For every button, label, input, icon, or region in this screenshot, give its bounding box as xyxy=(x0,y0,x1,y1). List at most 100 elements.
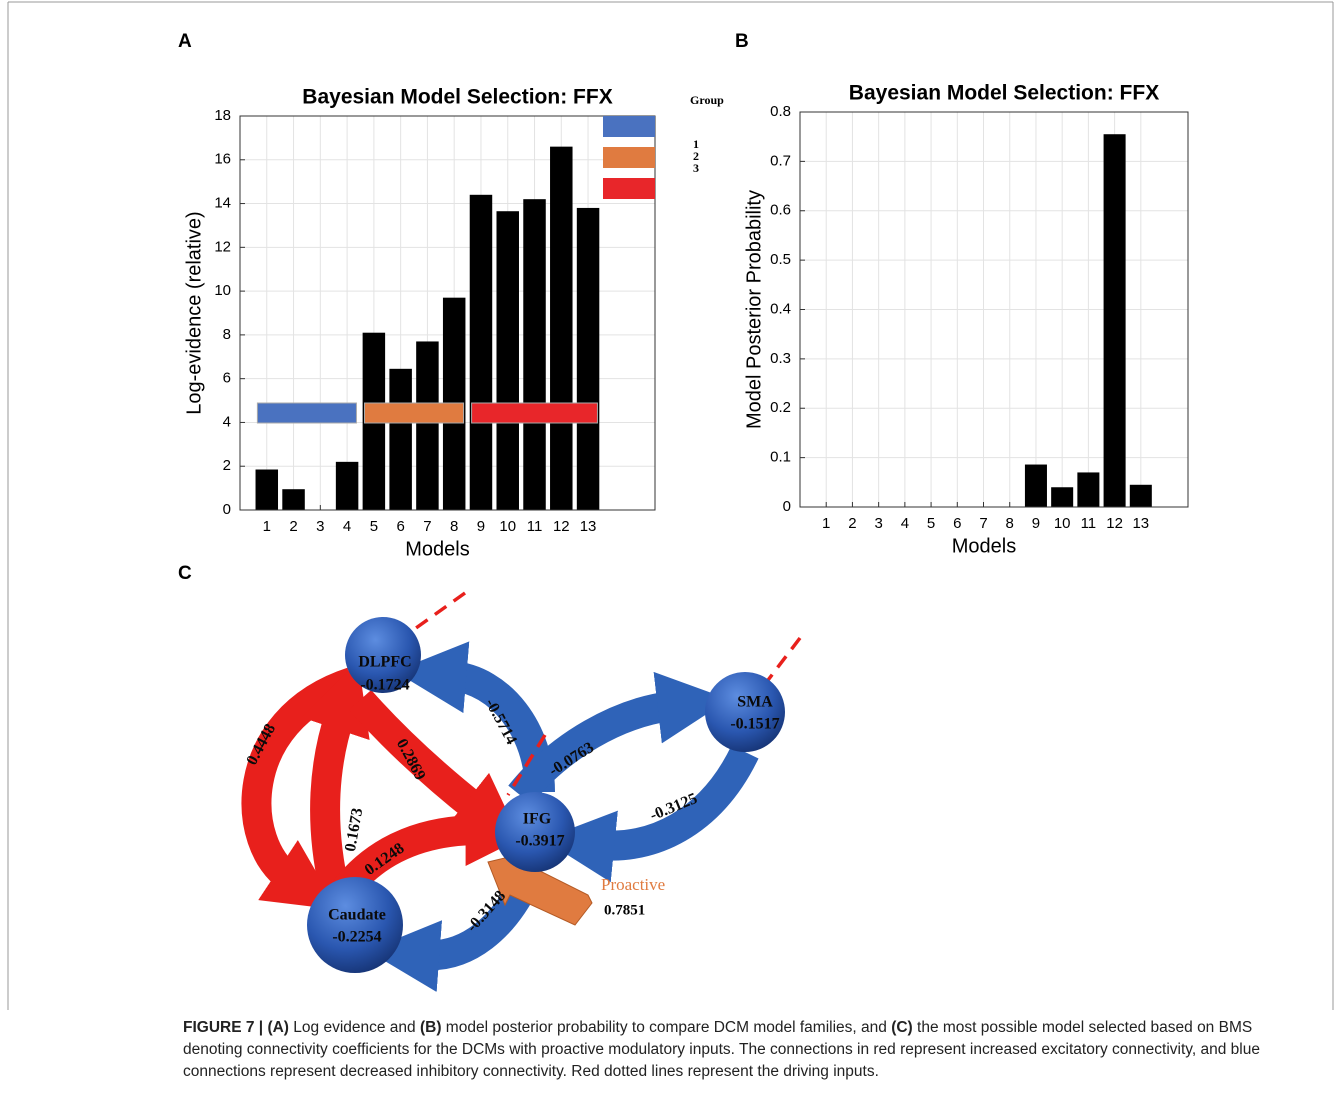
y-axis-label: Log-evidence (relative) xyxy=(183,211,205,414)
y-tick-label: 14 xyxy=(214,195,231,212)
group-span xyxy=(472,403,598,423)
bar xyxy=(1051,487,1073,507)
x-tick-label: 7 xyxy=(979,515,987,532)
y-tick-label: 0 xyxy=(223,501,231,518)
bar xyxy=(256,470,278,510)
x-tick-label: 12 xyxy=(553,518,570,535)
node xyxy=(307,877,403,973)
x-tick-label: 6 xyxy=(396,518,404,535)
x-tick-label: 8 xyxy=(1006,515,1014,532)
bar xyxy=(496,211,518,510)
x-tick-label: 4 xyxy=(343,518,351,535)
legend-swatch xyxy=(603,147,655,168)
bar xyxy=(416,341,438,510)
x-tick-label: 7 xyxy=(423,518,431,535)
node-label: DLPFC xyxy=(358,654,411,671)
caption: FIGURE 7 | (A) Log evidence and (B) mode… xyxy=(183,1017,1308,1083)
x-tick-label: 3 xyxy=(874,515,882,532)
x-tick-label: 5 xyxy=(927,515,935,532)
node-value: -0.1724 xyxy=(360,677,409,694)
bar xyxy=(550,147,572,510)
node-value: -0.2254 xyxy=(332,929,381,946)
y-tick-label: 0 xyxy=(783,498,791,515)
caption-text: (C) xyxy=(891,1019,913,1036)
bar xyxy=(282,489,304,510)
x-tick-label: 1 xyxy=(263,518,271,535)
y-tick-label: 0.3 xyxy=(770,350,791,367)
chart-title: Bayesian Model Selection: FFX xyxy=(302,86,612,109)
caption-text: (A) xyxy=(267,1019,289,1036)
y-tick-label: 2 xyxy=(223,457,231,474)
x-tick-label: 13 xyxy=(1132,515,1149,532)
y-tick-label: 18 xyxy=(214,107,231,124)
x-tick-label: 2 xyxy=(289,518,297,535)
x-tick-label: 4 xyxy=(901,515,909,532)
y-tick-label: 0.5 xyxy=(770,251,791,268)
bar xyxy=(470,195,492,510)
panel-label: B xyxy=(735,31,749,52)
x-tick-label: 5 xyxy=(370,518,378,535)
bar xyxy=(336,462,358,510)
x-tick-label: 2 xyxy=(848,515,856,532)
legend-swatch xyxy=(603,178,655,199)
y-tick-label: 0.4 xyxy=(770,300,791,317)
y-tick-label: 4 xyxy=(223,413,231,430)
x-tick-label: 11 xyxy=(527,518,543,535)
y-tick-label: 10 xyxy=(214,282,231,299)
x-tick-label: 3 xyxy=(316,518,324,535)
bar xyxy=(523,199,545,510)
dcm-diagram: DLPFC -0.1724 SMA -0.1517 IFG -0.3917 Ca… xyxy=(243,593,800,973)
x-tick-label: 11 xyxy=(1081,515,1097,532)
x-tick-label: 1 xyxy=(822,515,830,532)
caption-text: (B) xyxy=(420,1019,442,1036)
input-value: 0.7851 xyxy=(604,902,645,918)
group-span xyxy=(365,403,464,423)
y-axis-label: Model Posterior Probability xyxy=(743,190,765,429)
y-tick-label: 16 xyxy=(214,151,231,168)
x-axis-label: Models xyxy=(405,538,469,560)
panel-label: A xyxy=(178,31,192,52)
node-value: -0.3917 xyxy=(515,833,564,850)
x-tick-label: 8 xyxy=(450,518,458,535)
y-tick-label: 0.6 xyxy=(770,202,791,219)
panel-label: C xyxy=(178,563,192,584)
x-tick-label: 10 xyxy=(1054,515,1071,532)
bar xyxy=(577,208,599,510)
x-tick-label: 9 xyxy=(477,518,485,535)
legend-title: Group xyxy=(690,93,724,107)
caption-text: FIGURE 7 | xyxy=(183,1019,267,1036)
node-value: -0.1517 xyxy=(730,716,779,733)
caption-text: model posterior probability to compare D… xyxy=(442,1019,892,1036)
y-tick-label: 12 xyxy=(214,238,231,255)
chart-title: Bayesian Model Selection: FFX xyxy=(849,82,1159,105)
node-label: IFG xyxy=(523,811,552,828)
bar xyxy=(1025,465,1047,507)
y-tick-label: 0.8 xyxy=(770,103,791,120)
bar xyxy=(1104,134,1126,507)
node xyxy=(705,672,785,752)
x-tick-label: 9 xyxy=(1032,515,1040,532)
x-tick-label: 6 xyxy=(953,515,961,532)
y-tick-label: 0.7 xyxy=(770,152,791,169)
x-tick-label: 10 xyxy=(499,518,516,535)
edge-label: 0.1673 xyxy=(342,807,366,853)
node-label: Caudate xyxy=(328,907,386,924)
connection xyxy=(520,706,672,795)
legend-label: 3 xyxy=(693,161,699,175)
group-span xyxy=(257,403,356,423)
figure-page: {"panels": ["A", "B", "C"], "chart_data"… xyxy=(0,0,1341,1095)
bar xyxy=(1130,485,1152,507)
input-label: Proactive xyxy=(601,875,665,894)
legend-swatch xyxy=(603,116,655,137)
bar xyxy=(389,369,411,510)
caption-text: Log evidence and xyxy=(289,1019,420,1036)
y-tick-label: 0.2 xyxy=(770,399,791,416)
node-label: SMA xyxy=(737,694,773,711)
figure: A B C DLPFC -0.1724 SMA -0.1517 IFG xyxy=(0,0,1341,1010)
x-tick-label: 13 xyxy=(580,518,597,535)
bar xyxy=(1077,472,1099,507)
y-tick-label: 8 xyxy=(223,326,231,343)
y-tick-label: 0.1 xyxy=(770,449,791,466)
x-axis-label: Models xyxy=(952,535,1016,557)
y-tick-label: 6 xyxy=(223,370,231,387)
